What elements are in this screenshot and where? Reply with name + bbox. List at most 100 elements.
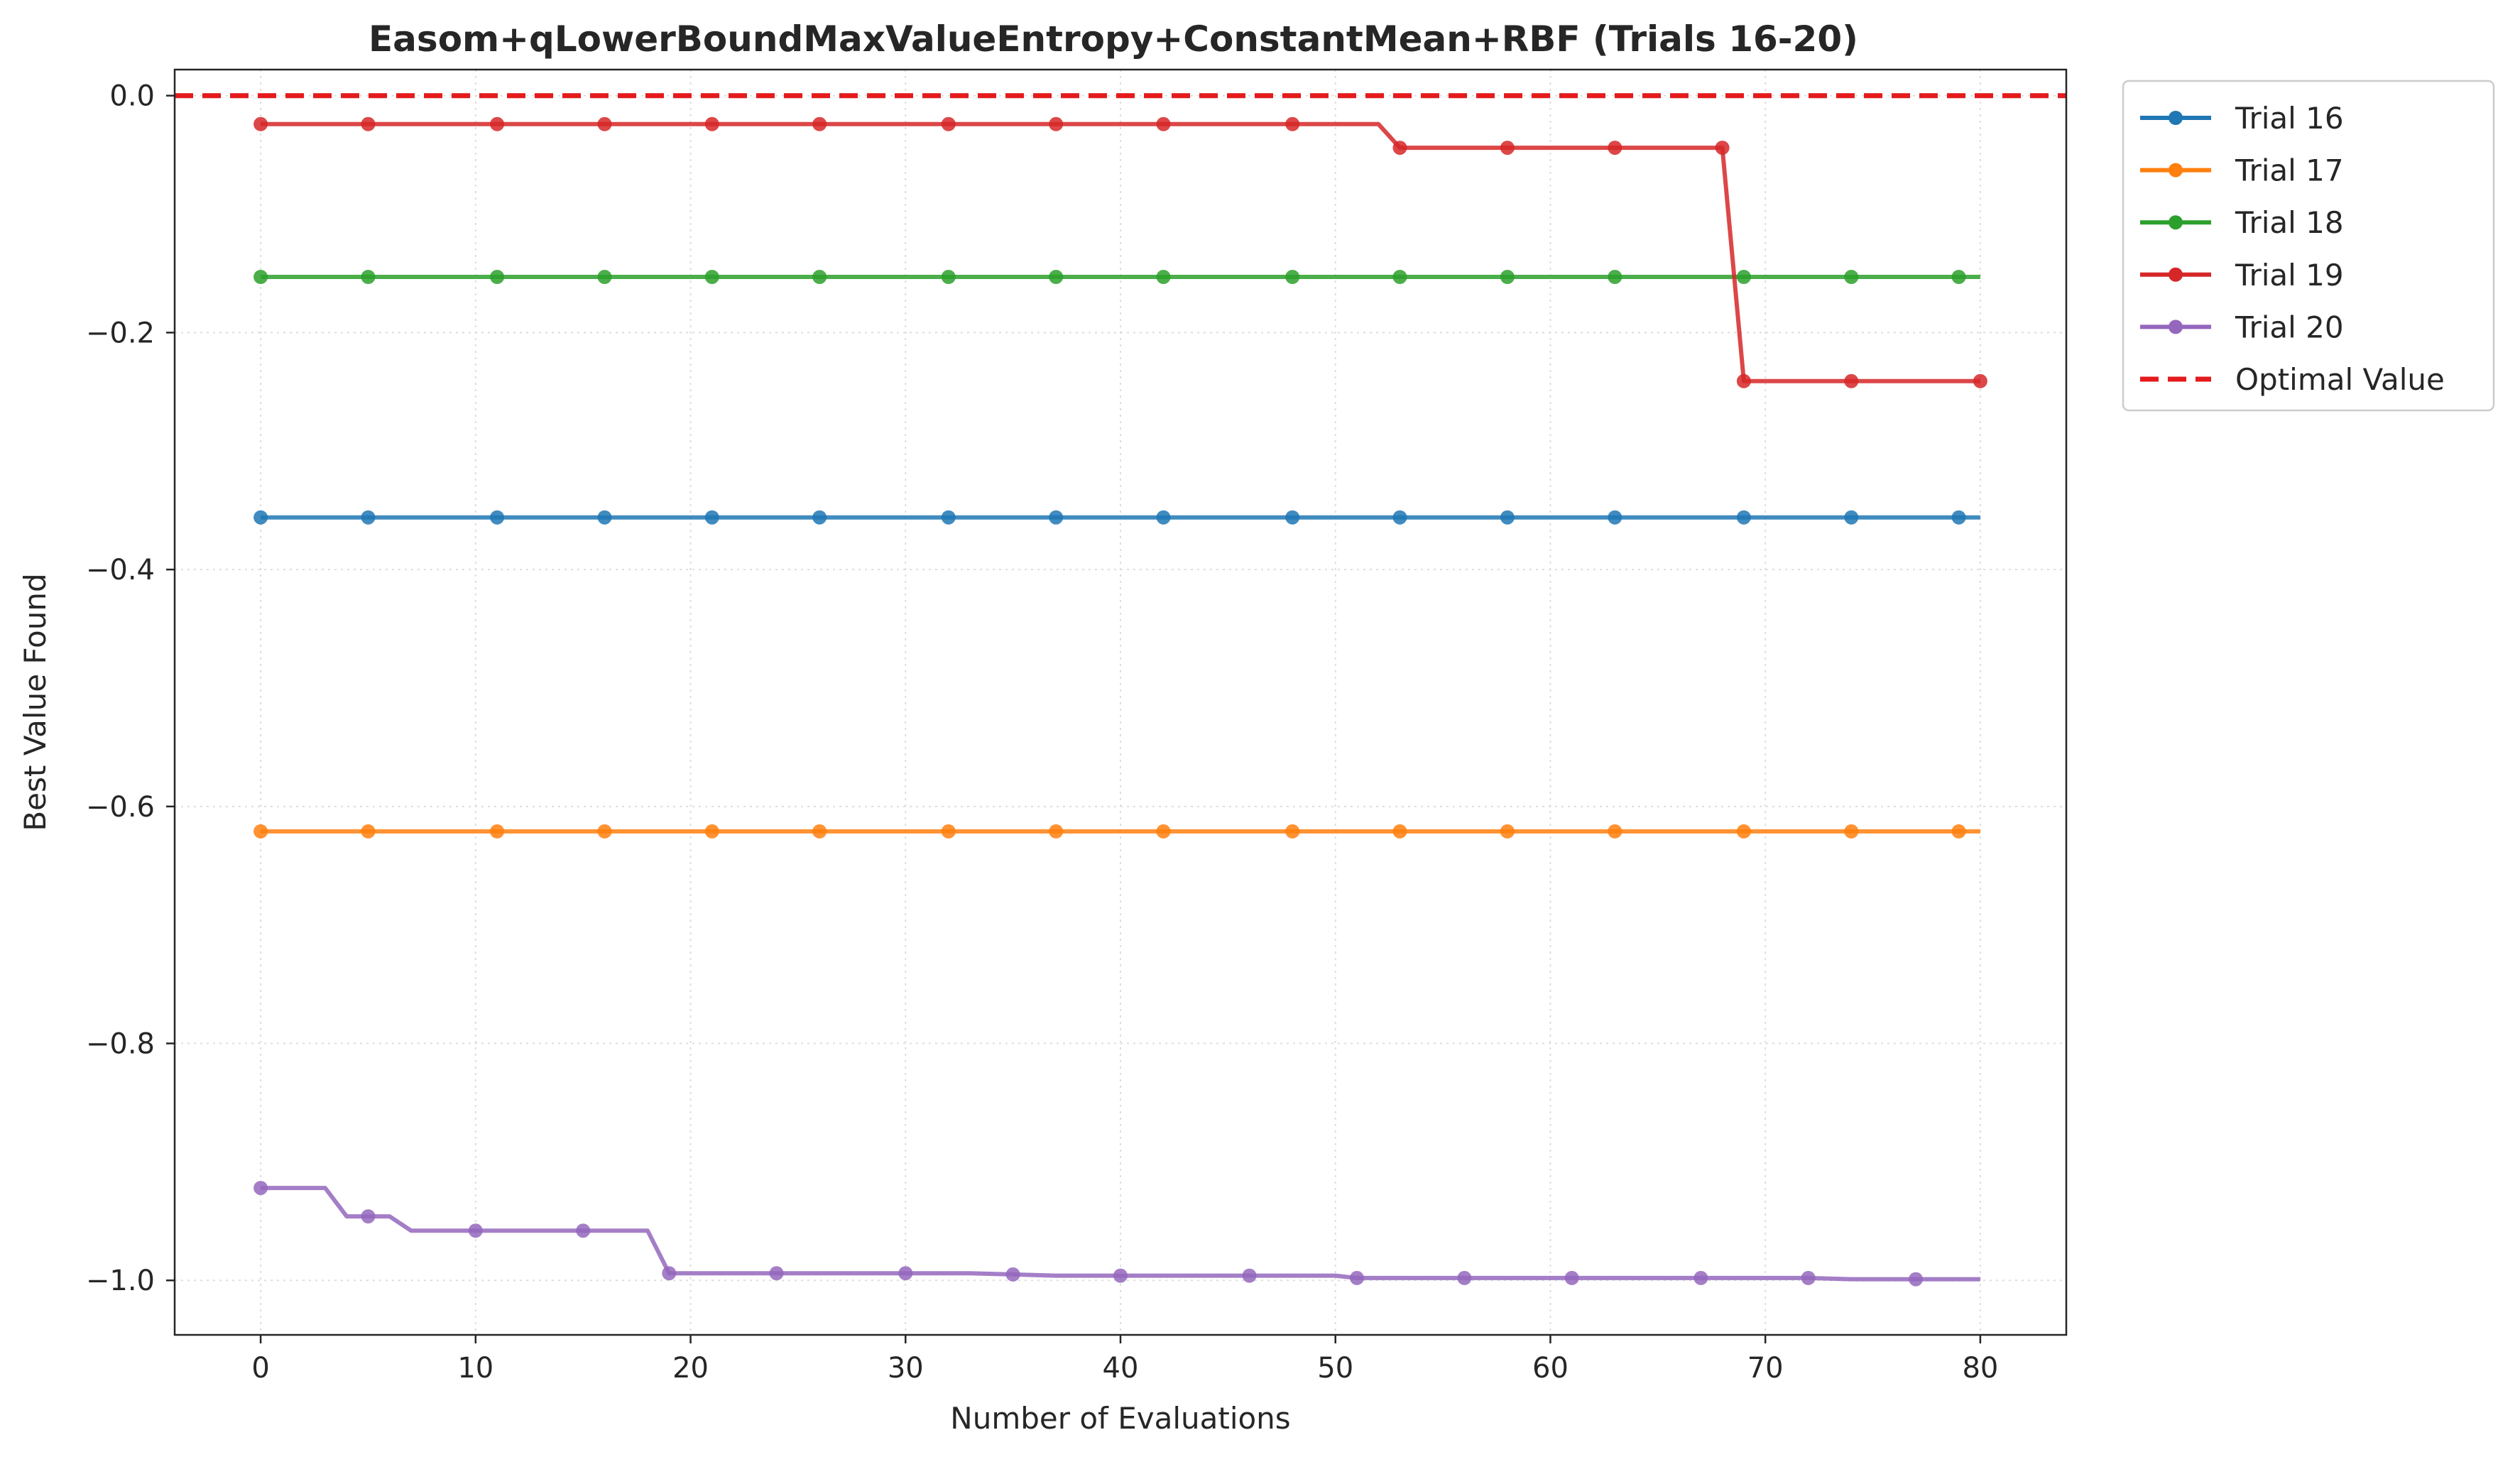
data-point [361, 116, 376, 131]
legend-entry-trial-18: Trial 18 [2140, 205, 2344, 240]
data-point [468, 1223, 483, 1238]
data-point [1156, 270, 1171, 284]
series-trial-17 [253, 824, 1980, 839]
legend-entry-trial-16: Trial 16 [2140, 101, 2344, 136]
legend-swatch-marker [2169, 215, 2183, 230]
x-tick-label: 20 [672, 1352, 709, 1385]
data-point [812, 510, 827, 525]
data-point [597, 116, 612, 131]
data-point [1500, 141, 1515, 155]
y-tick-label: 0.0 [109, 80, 155, 113]
data-point [1608, 824, 1622, 839]
data-point [704, 824, 719, 839]
series-trial-19 [253, 116, 1987, 388]
data-point [1500, 270, 1515, 284]
series-trial-18 [253, 270, 1980, 284]
y-tick-label: −0.6 [86, 791, 155, 824]
data-point [1457, 1270, 1472, 1285]
data-point [1736, 270, 1751, 284]
data-point [597, 824, 612, 839]
legend-box [2122, 80, 2495, 412]
data-point [1909, 1272, 1924, 1287]
axis-ticks: 0 10 20 30 40 50 60 70 80 0.0 −0.2 −0.4 −0.6 −0.8 −1.0 [86, 80, 1999, 1385]
data-point [1801, 1270, 1816, 1285]
data-point [1736, 373, 1751, 388]
data-point [704, 270, 719, 284]
legend-label: Trial 17 [2235, 153, 2344, 188]
data-point [1156, 824, 1171, 839]
data-point [1693, 1270, 1708, 1285]
x-tick-label: 40 [1103, 1352, 1139, 1385]
data-point [1392, 270, 1407, 284]
data-point [941, 116, 956, 131]
legend-label: Optimal Value [2235, 362, 2445, 397]
data-point [1392, 824, 1407, 839]
data-point [361, 510, 376, 525]
y-axis-label: Best Value Found [18, 573, 53, 831]
data-point [1608, 270, 1622, 284]
data-point [490, 510, 505, 525]
data-point [361, 824, 376, 839]
data-point [576, 1223, 591, 1238]
data-point [1500, 824, 1515, 839]
data-point [1608, 141, 1622, 155]
legend-label: Trial 18 [2235, 205, 2344, 240]
data-point [361, 270, 376, 284]
series-line-trial-19 [261, 121, 1980, 383]
data-point [490, 824, 505, 839]
legend-swatch-marker [2169, 163, 2183, 178]
data-point [253, 824, 268, 839]
data-point [812, 270, 827, 284]
x-tick-label: 80 [1962, 1352, 1998, 1385]
data-point [1113, 1268, 1128, 1283]
data-point [490, 116, 505, 131]
y-tick-label: −0.8 [86, 1028, 155, 1061]
data-point [898, 1266, 913, 1281]
data-point [769, 1266, 784, 1281]
data-point [1844, 270, 1859, 284]
data-point [253, 116, 268, 131]
data-point [1715, 141, 1730, 155]
data-point [941, 824, 956, 839]
legend-entry-trial-19: Trial 19 [2140, 258, 2344, 293]
x-tick-label: 70 [1747, 1352, 1784, 1385]
data-point [1564, 1270, 1579, 1285]
x-axis-label: Number of Evaluations [950, 1401, 1290, 1436]
data-point [1392, 141, 1407, 155]
y-tick-label: −1.0 [86, 1265, 155, 1297]
plot-series [175, 93, 2066, 1287]
data-point [662, 1266, 677, 1281]
data-point [597, 270, 612, 284]
data-point [1500, 510, 1515, 525]
data-point [253, 270, 268, 284]
data-point [1951, 510, 1966, 525]
data-point [1951, 270, 1966, 284]
data-point [1285, 270, 1300, 284]
data-point [1736, 824, 1751, 839]
data-point [941, 270, 956, 284]
data-point [490, 270, 505, 284]
data-point [1049, 116, 1064, 131]
data-point [361, 1209, 376, 1224]
data-point [1608, 510, 1622, 525]
data-point [1049, 510, 1064, 525]
legend-swatch-marker [2169, 111, 2183, 125]
y-tick-label: −0.4 [86, 554, 155, 586]
data-point [1350, 1270, 1364, 1285]
data-point [941, 510, 956, 525]
legend-label: Trial 16 [2235, 101, 2344, 136]
data-point [704, 510, 719, 525]
x-tick-label: 10 [457, 1352, 493, 1385]
data-point [253, 510, 268, 525]
x-tick-label: 30 [888, 1352, 924, 1385]
data-point [812, 824, 827, 839]
data-point [1951, 824, 1966, 839]
series-trial-16 [253, 510, 1980, 525]
x-tick-label: 0 [251, 1352, 269, 1385]
legend-label: Trial 19 [2235, 258, 2344, 293]
x-tick-label: 60 [1532, 1352, 1569, 1385]
data-point [1285, 510, 1300, 525]
data-point [1049, 270, 1064, 284]
data-point [1156, 116, 1171, 131]
